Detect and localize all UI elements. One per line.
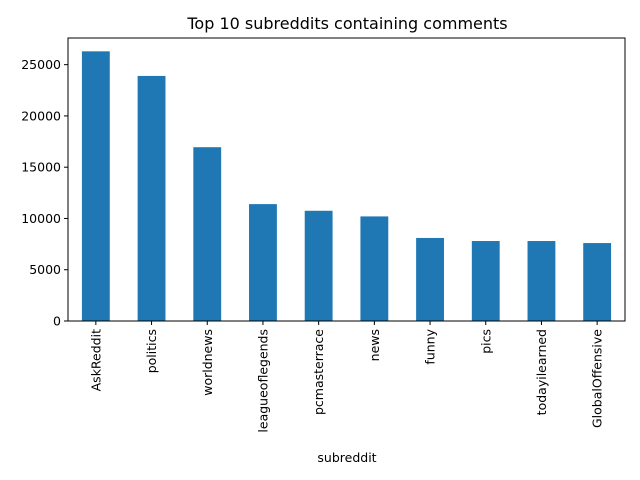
- y-tick-label: 25000: [21, 57, 61, 72]
- y-tick-label: 15000: [21, 160, 61, 175]
- x-axis-label: subreddit: [317, 450, 376, 465]
- y-tick-label: 0: [53, 314, 61, 329]
- x-tick-label: worldnews: [200, 329, 215, 396]
- bar-pcmasterrace: [304, 210, 333, 321]
- x-tick-label: pics: [478, 329, 493, 354]
- bar-funny: [416, 237, 444, 321]
- x-tick-label: funny: [423, 328, 438, 364]
- y-tick-label: 5000: [29, 262, 61, 277]
- y-axis: 0 5000 10000 15000 20000 25000: [21, 57, 68, 329]
- bar-askreddit: [81, 51, 110, 321]
- y-tick-label: 10000: [21, 211, 61, 226]
- bars-group: [81, 51, 612, 321]
- x-tick-label: todayilearned: [534, 329, 549, 415]
- bar-worldnews: [193, 147, 222, 321]
- x-tick-label: GlobalOffensive: [590, 329, 605, 428]
- bar-todayilearned: [527, 241, 556, 321]
- bar-globaloffensive: [583, 243, 612, 321]
- chart-title: Top 10 subreddits containing comments: [186, 14, 507, 33]
- bar-politics: [137, 75, 166, 321]
- plot-area-frame: [67, 37, 626, 322]
- x-tick-label: pcmasterrace: [311, 329, 326, 415]
- y-tick-label: 20000: [21, 108, 61, 123]
- x-tick-label: politics: [144, 329, 159, 373]
- bar-pics: [471, 241, 500, 321]
- x-tick-label: news: [367, 329, 382, 361]
- bar-news: [360, 216, 389, 321]
- bar-leagueoflegends: [249, 204, 277, 321]
- x-tick-label: AskReddit: [88, 329, 103, 391]
- x-axis: AskReddit politics worldnews leagueoflegend…: [88, 321, 605, 433]
- x-tick-label: leagueoflegends: [255, 329, 270, 433]
